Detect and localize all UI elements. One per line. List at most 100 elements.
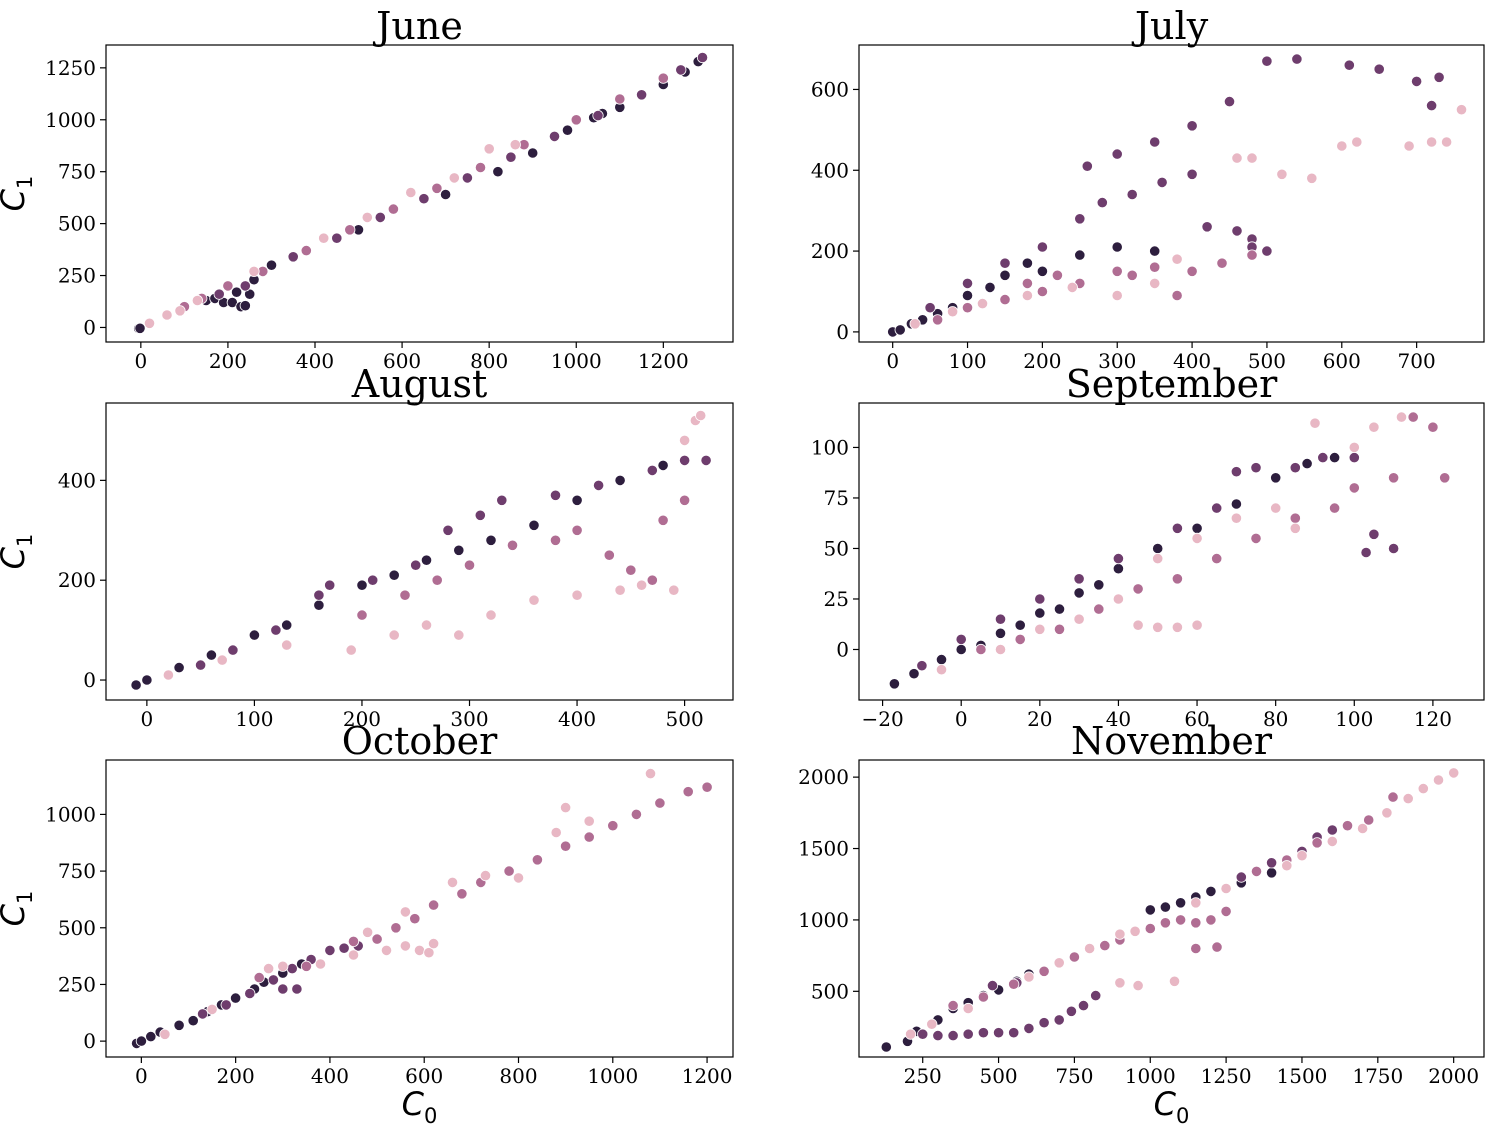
point-dark-1 — [908, 668, 920, 680]
point-mauve-1 — [1014, 633, 1026, 646]
point-pink-16 — [1368, 421, 1380, 433]
point-plum-15 — [1360, 546, 1372, 559]
point-pink-17 — [559, 801, 572, 814]
point-dark-15 — [657, 459, 669, 471]
point-mauve-12 — [678, 494, 691, 506]
point-pink-12 — [1336, 140, 1348, 152]
x-tick-label: 200 — [1023, 349, 1061, 373]
point-pink-12 — [1220, 882, 1232, 895]
point-dark-12 — [1175, 897, 1187, 909]
point-plum-8 — [1230, 466, 1243, 478]
point-pink-11 — [1306, 172, 1318, 184]
point-mauve-8 — [1289, 512, 1301, 524]
point-dark-1 — [134, 322, 146, 334]
point-plum-4 — [1074, 213, 1086, 225]
point-plum-8 — [474, 509, 486, 521]
point-plum-5 — [418, 193, 430, 205]
point-plum-7 — [505, 151, 517, 163]
y-axis-label: C1 — [0, 891, 37, 927]
point-pink-12 — [1191, 619, 1203, 631]
point-mauve-9 — [646, 574, 658, 586]
y-axis-label: C1 — [0, 534, 37, 570]
point-plum-14 — [1388, 542, 1400, 555]
point-mauve-5 — [1111, 265, 1123, 277]
point-pink-16 — [1357, 822, 1369, 835]
y-tick-label: 2000 — [798, 765, 849, 789]
point-plum-7 — [1211, 502, 1223, 514]
x-tick-label: 600 — [405, 1064, 443, 1088]
point-dark-2 — [935, 653, 948, 666]
point-plum-10 — [1065, 1005, 1078, 1017]
point-mauve-7 — [603, 549, 615, 561]
point-plum-3 — [1034, 593, 1046, 605]
point-dark-2 — [145, 1031, 157, 1043]
point-pink-14 — [1296, 850, 1308, 862]
point-pink-11 — [1190, 897, 1202, 909]
point-mauve-0 — [356, 609, 368, 621]
point-dark-0 — [130, 679, 142, 691]
point-pink-12 — [399, 906, 411, 918]
point-dark-6 — [961, 289, 974, 302]
y-tick-label: 500 — [811, 979, 849, 1003]
points — [131, 767, 713, 1050]
point-pink-6 — [1114, 928, 1126, 940]
point-mauve-14 — [1439, 472, 1451, 484]
point-pink-9 — [1246, 152, 1258, 164]
point-plum-19 — [1326, 824, 1338, 836]
point-pink-7 — [1171, 253, 1183, 265]
y-tick-label: 0 — [83, 315, 96, 339]
point-dark-11 — [265, 259, 278, 271]
point-mauve-4 — [1068, 951, 1081, 963]
point-plum-3 — [267, 974, 279, 986]
point-dark-3 — [205, 649, 217, 661]
plot-frame — [105, 759, 734, 1058]
x-tick-label: 80 — [1263, 707, 1288, 731]
plot-frame — [105, 402, 734, 701]
panel-september: −20 0 20 40 60 80 100 120 0 25 50 75 100 September — [811, 362, 1485, 731]
point-mauve-2 — [347, 935, 360, 948]
point-pink-2 — [262, 962, 275, 975]
point-dark-14 — [492, 166, 504, 178]
x-tick-label: 0 — [886, 349, 899, 373]
point-plum-6 — [1126, 188, 1138, 201]
point-plum-0 — [916, 660, 928, 672]
point-plum-15 — [1235, 871, 1247, 883]
point-dark-6 — [231, 286, 243, 298]
point-pink-7 — [1230, 512, 1243, 524]
point-plum-2 — [994, 613, 1007, 625]
point-plum-2 — [270, 624, 282, 636]
y-tick-label: 1500 — [798, 837, 849, 861]
x-tick-label: 1250 — [1201, 1064, 1252, 1088]
point-plum-7 — [442, 524, 454, 536]
point-dark-14 — [614, 474, 626, 486]
x-tick-label: −20 — [861, 707, 903, 731]
point-mauve-1 — [961, 302, 974, 314]
y-tick-label: 0 — [83, 668, 96, 692]
point-dark-16 — [1301, 457, 1313, 470]
point-dark-10 — [1036, 265, 1049, 277]
point-pink-3 — [345, 644, 357, 656]
plot-frame — [105, 44, 734, 343]
point-mauve-7 — [456, 888, 468, 900]
point-dark-8 — [230, 992, 242, 1004]
point-mauve-9 — [503, 865, 515, 877]
points — [880, 767, 1460, 1053]
point-pink-5 — [347, 949, 360, 961]
point-plum-18 — [1411, 75, 1423, 88]
point-pink-1 — [216, 654, 228, 666]
point-pink-15 — [1426, 136, 1438, 148]
point-mauve-10 — [1348, 482, 1360, 494]
point-pink-19 — [644, 767, 657, 780]
x-tick-label: 800 — [470, 349, 508, 373]
point-mauve-12 — [583, 831, 595, 843]
point-plum-11 — [1317, 451, 1329, 464]
x-tick-label: 500 — [979, 1064, 1017, 1088]
point-plum-3 — [1036, 241, 1049, 253]
point-plum-4 — [286, 962, 298, 975]
point-pink-6 — [361, 211, 373, 223]
point-pink-8 — [413, 944, 426, 957]
point-mauve-3 — [1093, 603, 1105, 615]
point-mauve-15 — [1250, 865, 1263, 878]
point-dark-10 — [1093, 579, 1105, 591]
